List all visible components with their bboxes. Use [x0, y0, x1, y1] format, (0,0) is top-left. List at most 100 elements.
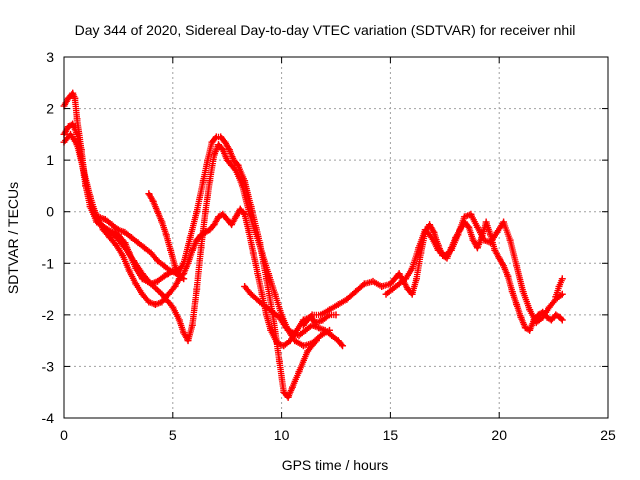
data-point	[539, 313, 547, 321]
data-point	[210, 221, 218, 229]
data-point	[184, 259, 192, 267]
data-point	[284, 393, 292, 401]
data-point	[147, 280, 155, 288]
series-arc-8	[382, 210, 566, 327]
data-point	[199, 177, 207, 185]
y-tick-label: -3	[42, 358, 55, 374]
data-point	[127, 234, 135, 241]
data-point	[64, 94, 72, 102]
data-point	[121, 244, 129, 252]
data-point	[171, 282, 179, 290]
data-point	[295, 368, 303, 376]
data-point	[421, 226, 429, 234]
data-point	[332, 311, 340, 319]
data-point	[249, 249, 257, 257]
data-point	[145, 190, 153, 198]
data-point	[319, 316, 327, 324]
data-point	[534, 311, 542, 319]
data-point	[321, 326, 329, 334]
data-point	[382, 290, 390, 298]
data-point	[154, 208, 162, 216]
data-point	[339, 342, 347, 350]
data-marks	[60, 89, 566, 401]
x-tick-label: 15	[383, 427, 399, 443]
data-point	[508, 288, 516, 296]
data-point	[158, 298, 166, 306]
x-tick-label: 0	[60, 427, 68, 443]
data-point	[532, 319, 540, 327]
data-point	[521, 324, 529, 332]
data-point	[389, 285, 397, 293]
data-point	[236, 205, 244, 213]
data-point	[473, 244, 481, 252]
data-point	[328, 331, 336, 339]
data-point	[214, 141, 222, 149]
data-point	[206, 177, 214, 185]
data-point	[308, 311, 316, 319]
data-point	[273, 339, 281, 347]
data-point	[193, 236, 201, 244]
data-point	[112, 234, 120, 241]
data-point	[69, 120, 77, 128]
data-point	[219, 210, 227, 218]
data-point	[160, 272, 168, 280]
data-point	[121, 228, 129, 236]
data-point	[73, 141, 81, 149]
data-point	[482, 218, 490, 226]
data-point	[299, 342, 307, 350]
data-point	[232, 166, 240, 174]
data-point	[288, 383, 296, 391]
data-point	[269, 308, 277, 316]
data-point	[304, 347, 312, 355]
y-tick-label: -1	[42, 255, 55, 271]
data-point	[415, 244, 423, 252]
data-point	[473, 223, 481, 231]
data-point	[245, 208, 253, 216]
data-point	[308, 321, 316, 329]
data-point	[158, 290, 166, 298]
data-point	[234, 161, 242, 169]
data-point	[208, 138, 216, 146]
data-point	[426, 221, 434, 229]
data-point	[186, 234, 194, 241]
data-point	[552, 293, 560, 301]
data-point	[513, 262, 521, 270]
data-point	[228, 221, 236, 229]
data-point	[391, 275, 399, 283]
data-point	[108, 221, 116, 229]
x-tick-label: 5	[169, 427, 177, 443]
data-point	[262, 311, 270, 319]
data-point	[180, 329, 188, 337]
data-point	[271, 290, 279, 298]
data-point	[465, 223, 473, 231]
plot-frame	[63, 56, 609, 419]
axis-ticks	[63, 56, 609, 419]
data-point	[193, 208, 201, 216]
data-point	[247, 290, 255, 298]
data-point	[228, 161, 236, 169]
data-point	[197, 244, 205, 252]
data-point	[280, 388, 288, 396]
data-point	[158, 218, 166, 226]
data-point	[201, 208, 209, 216]
data-point	[241, 210, 249, 218]
y-tick-label: 0	[46, 204, 54, 220]
data-point	[430, 228, 438, 236]
data-point	[238, 182, 246, 190]
data-point	[154, 277, 162, 285]
y-tick-label: 2	[46, 101, 54, 117]
data-point	[434, 246, 442, 254]
data-point	[265, 270, 273, 278]
data-point	[325, 306, 333, 314]
data-point	[308, 339, 316, 347]
data-point	[138, 290, 146, 298]
data-point	[230, 156, 238, 164]
data-point	[262, 303, 270, 311]
data-point	[500, 218, 508, 226]
data-point	[223, 156, 231, 164]
data-point	[245, 228, 253, 236]
series-arc-9	[552, 275, 566, 301]
data-point	[175, 272, 183, 280]
